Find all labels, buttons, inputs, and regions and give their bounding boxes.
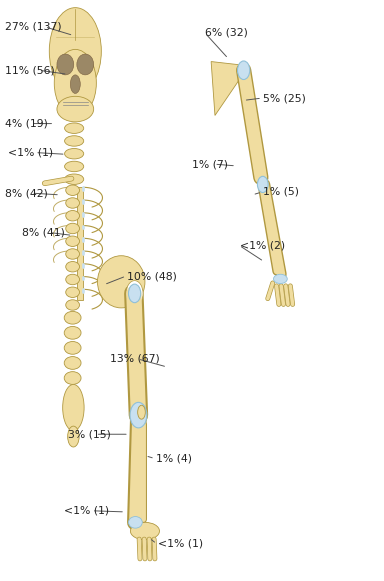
Ellipse shape (138, 406, 145, 419)
Text: 8% (41): 8% (41) (22, 228, 65, 238)
Ellipse shape (66, 287, 79, 297)
Text: 1% (4): 1% (4) (156, 454, 192, 464)
Ellipse shape (65, 123, 84, 134)
Ellipse shape (64, 327, 81, 339)
Ellipse shape (131, 522, 159, 540)
Ellipse shape (64, 311, 81, 324)
Ellipse shape (126, 281, 143, 306)
Ellipse shape (66, 274, 79, 285)
Ellipse shape (64, 357, 81, 370)
Text: <1% (1): <1% (1) (157, 539, 203, 549)
Text: 10% (48): 10% (48) (127, 271, 177, 281)
Text: 5% (25): 5% (25) (263, 93, 306, 103)
Text: 1% (7): 1% (7) (192, 159, 228, 169)
Ellipse shape (64, 372, 81, 385)
Text: 8% (42): 8% (42) (5, 188, 47, 198)
Ellipse shape (63, 385, 84, 431)
Ellipse shape (65, 149, 84, 159)
Ellipse shape (273, 274, 287, 284)
Text: 3% (15): 3% (15) (68, 429, 111, 439)
Ellipse shape (57, 54, 74, 75)
Ellipse shape (257, 176, 268, 192)
Ellipse shape (66, 198, 79, 208)
Ellipse shape (65, 136, 84, 146)
Text: 11% (56): 11% (56) (5, 65, 54, 76)
Text: 4% (19): 4% (19) (5, 119, 47, 128)
Text: 1% (5): 1% (5) (263, 187, 299, 197)
Text: 6% (32): 6% (32) (205, 27, 248, 38)
Ellipse shape (70, 75, 80, 94)
Text: <1% (2): <1% (2) (240, 241, 285, 250)
Bar (77, 187, 83, 300)
Ellipse shape (129, 284, 141, 303)
Ellipse shape (66, 210, 79, 221)
Ellipse shape (66, 261, 79, 272)
Ellipse shape (57, 96, 94, 122)
Text: 13% (67): 13% (67) (110, 354, 159, 364)
Ellipse shape (68, 426, 79, 447)
Ellipse shape (66, 223, 79, 234)
Ellipse shape (130, 403, 147, 428)
Ellipse shape (66, 300, 79, 310)
Ellipse shape (238, 61, 250, 80)
Text: 27% (137): 27% (137) (5, 21, 61, 32)
Ellipse shape (49, 8, 101, 95)
Text: <1% (1): <1% (1) (64, 505, 109, 516)
Ellipse shape (98, 256, 145, 308)
Text: <1% (1): <1% (1) (8, 148, 53, 157)
Ellipse shape (66, 185, 79, 195)
Ellipse shape (54, 49, 96, 117)
Ellipse shape (65, 162, 84, 171)
Ellipse shape (66, 236, 79, 246)
Ellipse shape (66, 249, 79, 259)
Ellipse shape (129, 517, 142, 528)
Ellipse shape (77, 54, 94, 75)
Ellipse shape (65, 174, 84, 184)
Polygon shape (211, 62, 247, 116)
Ellipse shape (64, 342, 81, 354)
